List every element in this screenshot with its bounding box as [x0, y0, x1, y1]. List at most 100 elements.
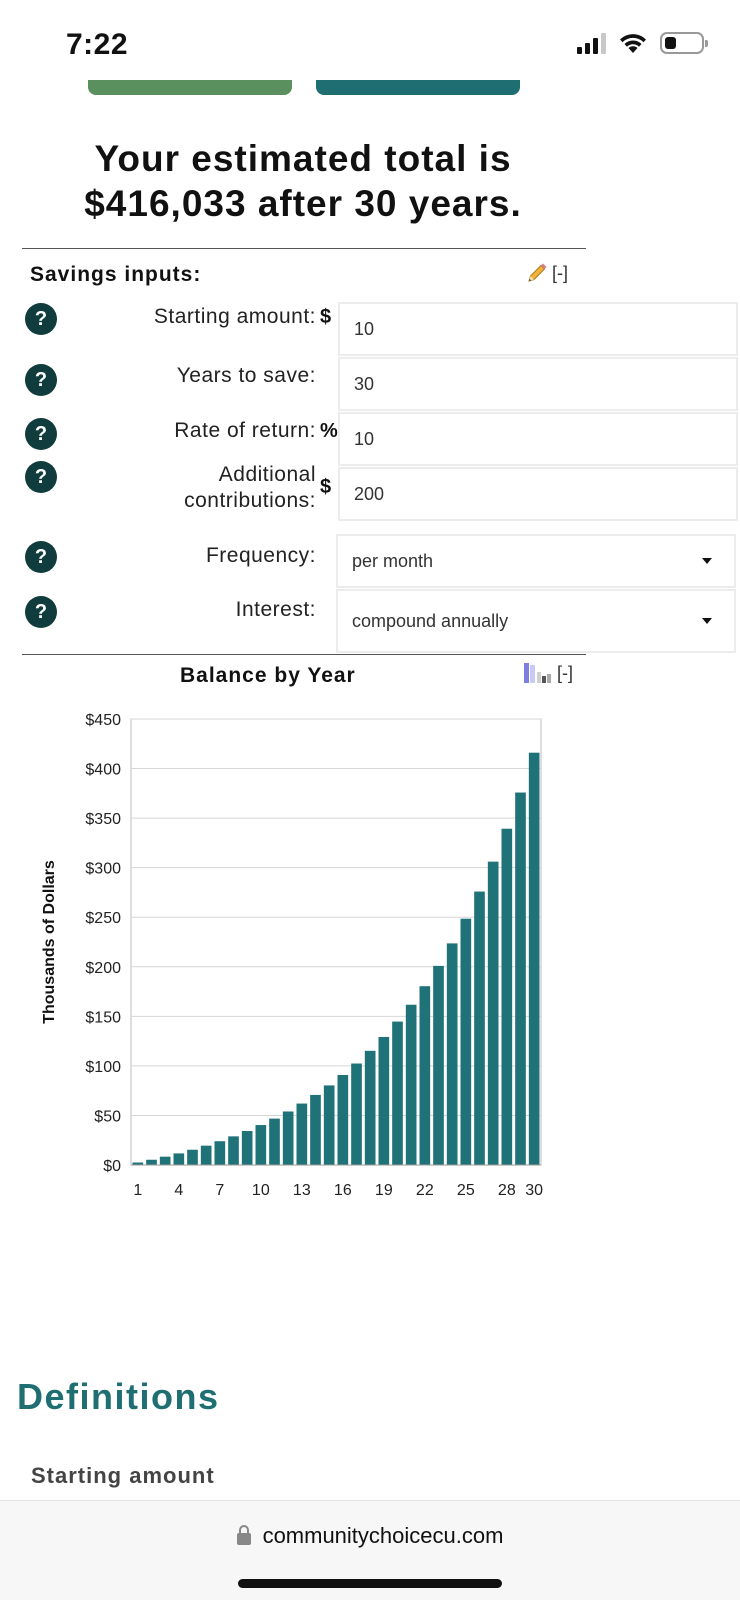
wifi-icon — [620, 34, 646, 53]
x-tick-label: 4 — [174, 1182, 183, 1199]
savings-inputs-toggle[interactable]: [-] — [526, 262, 568, 284]
years-to-save-value: 30 — [354, 373, 375, 394]
bar-year-18 — [364, 1050, 376, 1165]
url-display[interactable]: communitychoicecu.com — [0, 1523, 740, 1549]
chevron-down-icon — [702, 618, 712, 624]
chart-plot-area — [130, 718, 542, 1166]
y-tick-label: $300 — [85, 861, 121, 878]
x-tick-label: 16 — [334, 1182, 352, 1199]
chart-title: Balance by Year — [180, 664, 356, 687]
lock-icon — [236, 1525, 251, 1545]
bar-year-27 — [487, 861, 499, 1165]
x-tick-label: 30 — [525, 1182, 543, 1199]
bar-year-26 — [474, 891, 485, 1165]
estimated-total-line2: $416,033 after 30 years. — [84, 183, 522, 224]
cellular-signal-icon — [577, 32, 606, 54]
bar-year-10 — [255, 1125, 267, 1165]
y-tick-label: $200 — [85, 960, 121, 977]
y-tick-label: $250 — [85, 910, 121, 927]
additional-contributions-unit: $ — [320, 476, 332, 498]
bar-year-14 — [310, 1094, 321, 1165]
bar-year-17 — [351, 1063, 362, 1165]
bar-year-20 — [392, 1021, 403, 1165]
status-bar: 7:22 — [0, 0, 740, 90]
bar-year-2 — [146, 1159, 157, 1165]
x-tick-label: 13 — [293, 1182, 311, 1199]
y-tick-label: $0 — [103, 1158, 121, 1175]
definition-starting-amount[interactable]: Starting amount — [31, 1463, 215, 1488]
battery-icon — [660, 32, 708, 54]
x-tick-label: 22 — [416, 1182, 434, 1199]
chart-collapse[interactable]: [-] — [557, 662, 573, 683]
home-indicator[interactable] — [238, 1579, 502, 1588]
additional-contributions-label-line2: contributions: — [184, 489, 316, 512]
savings-inputs-label: Savings inputs: — [30, 263, 202, 286]
chevron-down-icon — [702, 558, 712, 564]
bar-year-13 — [296, 1103, 308, 1165]
y-tick-label: $100 — [85, 1059, 121, 1076]
x-tick-label: 7 — [215, 1182, 224, 1199]
additional-contributions-input[interactable]: 200 — [338, 467, 738, 521]
additional-contributions-label-line1: Additional — [218, 463, 316, 486]
balance-by-year-chart: $0 $50 $100 $150 $200 $250 $300 $350 $400 $450 1 4 7… — [41, 712, 543, 1199]
starting-amount-value: 10 — [354, 318, 375, 339]
browser-url-bar: communitychoicecu.com — [0, 1500, 740, 1600]
help-frequency-icon[interactable]: ? — [25, 541, 57, 573]
bar-year-25 — [460, 918, 472, 1165]
bar-year-4 — [173, 1153, 185, 1165]
status-time: 7:22 — [66, 28, 129, 61]
rate-of-return-input[interactable]: 10 — [338, 412, 738, 466]
y-tick-label: $400 — [85, 762, 121, 779]
pencil-icon — [528, 263, 547, 282]
bar-year-21 — [405, 1004, 417, 1165]
interest-select[interactable]: compound annually — [336, 589, 736, 653]
url-text: communitychoicecu.com — [262, 1523, 504, 1548]
tab-button-teal[interactable] — [316, 80, 520, 95]
bar-year-1 — [132, 1162, 144, 1165]
x-tick-label: 1 — [133, 1182, 142, 1199]
estimated-total-heading: Your estimated total is $416,033 after 3… — [22, 136, 584, 226]
bar-year-29 — [515, 792, 526, 1165]
interest-label: Interest: — [235, 598, 316, 621]
starting-amount-input[interactable]: 10 — [338, 302, 738, 356]
bar-year-19 — [378, 1036, 390, 1165]
frequency-select[interactable]: per month — [336, 534, 736, 588]
bar-year-3 — [159, 1156, 171, 1165]
rate-of-return-label: Rate of return: — [174, 419, 316, 442]
y-tick-label: $50 — [94, 1108, 121, 1125]
bar-year-5 — [187, 1149, 198, 1165]
bar-year-8 — [228, 1136, 239, 1165]
bar-year-7 — [214, 1141, 226, 1165]
help-years-to-save-icon[interactable]: ? — [25, 364, 57, 396]
bar-year-12 — [282, 1111, 294, 1165]
bar-year-24 — [446, 943, 458, 1165]
interest-value: compound annually — [352, 610, 509, 631]
starting-amount-label: Starting amount: — [153, 305, 316, 328]
help-rate-of-return-icon[interactable]: ? — [25, 418, 57, 450]
bar-year-28 — [501, 828, 513, 1165]
years-to-save-input[interactable]: 30 — [338, 357, 738, 411]
x-tick-label: 28 — [498, 1182, 516, 1199]
bar-year-6 — [200, 1145, 212, 1165]
help-interest-icon[interactable]: ? — [25, 596, 57, 628]
battery-level — [665, 37, 676, 49]
starting-amount-unit: $ — [320, 306, 332, 328]
y-tick-label: $450 — [85, 712, 121, 729]
frequency-value: per month — [352, 550, 434, 571]
bar-year-9 — [241, 1131, 253, 1165]
help-additional-contributions-icon[interactable]: ? — [25, 461, 57, 493]
estimated-total-line1: Your estimated total is — [94, 138, 512, 179]
bar-year-23 — [433, 965, 444, 1165]
savings-inputs-collapse[interactable]: [-] — [552, 262, 568, 283]
chart-toggle[interactable]: [-] — [523, 662, 573, 684]
additional-contributions-value: 200 — [354, 483, 385, 504]
bar-year-30 — [528, 752, 540, 1165]
tab-button-green[interactable] — [88, 80, 292, 95]
bar-year-15 — [323, 1085, 335, 1165]
divider-chart — [22, 654, 586, 655]
definitions-heading: Definitions — [17, 1376, 220, 1417]
x-tick-label: 10 — [252, 1182, 270, 1199]
rate-of-return-value: 10 — [354, 428, 375, 449]
help-starting-amount-icon[interactable]: ? — [25, 303, 57, 335]
bar-year-16 — [337, 1075, 349, 1165]
